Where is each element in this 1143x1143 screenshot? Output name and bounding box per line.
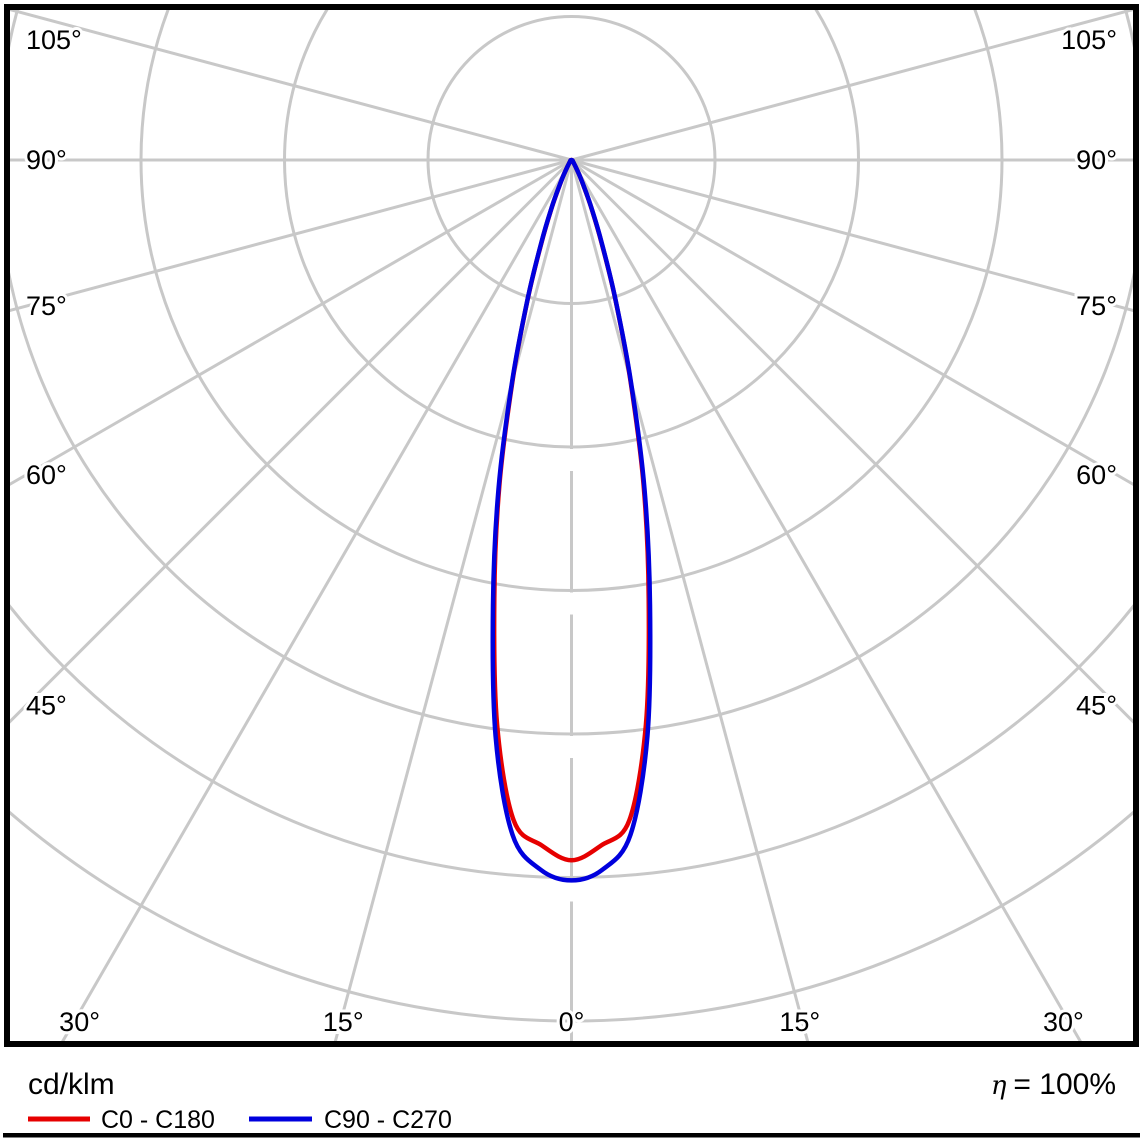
grid-ray: [10, 158, 572, 313]
angle-label: 75°: [26, 291, 67, 321]
ring-value-label-gap: [548, 592, 595, 615]
legend-item-c0-c180: C0 - C180: [28, 1106, 215, 1134]
plot-frame: [4, 4, 1139, 1047]
legend-label-c90-c270: C90 - C270: [324, 1106, 452, 1134]
legend: cd/klm η = 100% C0 - C180 C90 - C270: [28, 1068, 1116, 1134]
angle-label: 30°: [1043, 1007, 1084, 1037]
grid-ray: [571, 10, 1133, 162]
angle-label: 90°: [1076, 145, 1117, 175]
efficiency-symbol: η: [991, 1071, 1007, 1101]
distribution-curves: [490, 157, 653, 883]
grid-ray: [570, 159, 810, 1041]
grid-ray: [61, 159, 573, 1041]
curve-c90-c270: [490, 157, 653, 883]
grid-ray: [570, 158, 1133, 724]
grid-ray: [10, 10, 572, 162]
ring-value-label-gap: [548, 736, 595, 758]
grid-ray: [10, 158, 573, 724]
grid-ray: [571, 158, 1133, 313]
efficiency-label: η = 100%: [991, 1068, 1116, 1101]
angle-label: 60°: [1076, 460, 1117, 490]
grid-ray: [333, 159, 573, 1041]
ring-value-label-gap: [548, 879, 595, 902]
efficiency-value: = 100%: [1013, 1068, 1116, 1101]
ring-value-label-gap: [548, 449, 595, 471]
angle-label: 0°: [559, 1007, 585, 1037]
angle-label: 75°: [1076, 291, 1117, 321]
angle-labels: 0° 15° 15° 30° 30° 45° 45° 60° 60° 75° 75° 90° 90° 10…: [23, 22, 1120, 1040]
bottom-rule: [3, 1133, 1140, 1138]
angle-label: 105°: [1061, 25, 1117, 55]
angle-label: 15°: [323, 1007, 364, 1037]
legend-item-c90-c270: C90 - C270: [249, 1106, 452, 1134]
grid-ray: [570, 158, 1133, 486]
angle-label: 60°: [26, 460, 67, 490]
grid-ray: [570, 159, 1082, 1041]
angle-label: 45°: [26, 691, 67, 721]
angle-label: 15°: [779, 1007, 820, 1037]
unit-label: cd/klm: [28, 1068, 115, 1101]
angle-label: 45°: [1076, 691, 1117, 721]
ring-value-label-gaps: [548, 449, 595, 902]
angle-label: 105°: [26, 25, 82, 55]
grid-ray: [10, 158, 573, 486]
angle-label: 90°: [26, 145, 67, 175]
angle-label: 30°: [59, 1007, 100, 1037]
legend-label-c0-c180: C0 - C180: [101, 1106, 215, 1134]
